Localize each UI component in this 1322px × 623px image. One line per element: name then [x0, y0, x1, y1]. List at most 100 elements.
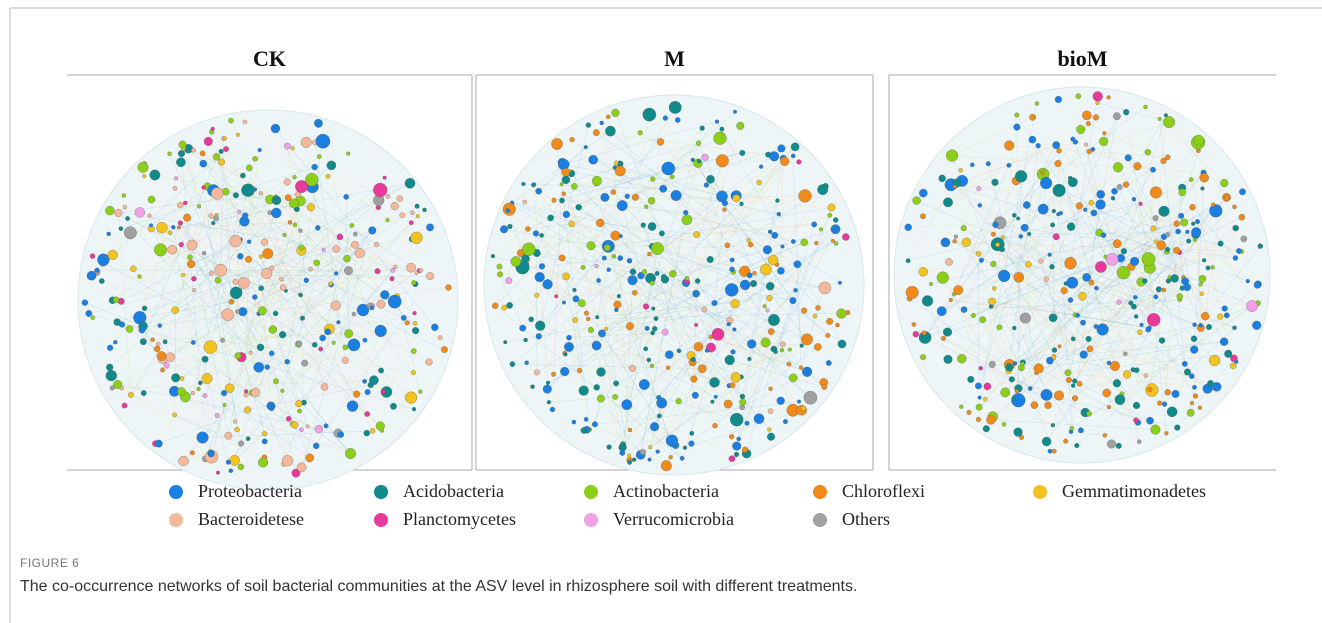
network-node [296, 462, 307, 473]
network-node [531, 182, 536, 188]
network-node [1001, 422, 1007, 427]
network-node [201, 251, 207, 256]
network-edge [651, 365, 716, 398]
network-node [651, 242, 664, 255]
network-node [1109, 361, 1120, 371]
network-node [288, 198, 299, 209]
network-edge [780, 158, 784, 271]
network-node [261, 438, 268, 445]
network-node [833, 217, 839, 223]
network-node [1018, 234, 1024, 239]
network-edge [158, 208, 298, 444]
network-node [796, 159, 802, 165]
network-edge [1091, 282, 1253, 307]
network-node [341, 356, 349, 364]
network-node [1175, 228, 1181, 235]
network-node [592, 129, 600, 136]
network-node [500, 225, 508, 234]
network-node [223, 146, 229, 152]
network-node [1012, 361, 1018, 366]
network-edge [615, 235, 617, 310]
network-edge [979, 103, 1038, 398]
network-node [220, 337, 225, 343]
network-edge [169, 232, 351, 454]
network-edge [547, 328, 607, 390]
network-edge [1187, 327, 1235, 373]
network-edge [1077, 315, 1150, 329]
network-edge [1133, 198, 1258, 286]
network-edge [191, 244, 229, 436]
network-node [559, 182, 564, 187]
network-edge [144, 270, 349, 309]
network-node [1080, 319, 1086, 326]
network-node [1064, 257, 1077, 270]
network-node [694, 278, 701, 284]
network-node [835, 322, 840, 328]
network-node [798, 189, 812, 203]
network-node [583, 145, 588, 150]
network-node [1163, 116, 1175, 128]
network-node [588, 154, 598, 165]
network-node [437, 335, 443, 340]
network-edge [651, 214, 831, 284]
network-node [653, 316, 659, 321]
network-node [156, 351, 167, 361]
network-node [1199, 291, 1204, 296]
network-node [674, 117, 681, 123]
network-edge [629, 349, 791, 431]
network-node [627, 275, 638, 286]
network-node [1082, 110, 1092, 121]
network-node [323, 423, 329, 429]
network-edge [1008, 116, 1118, 371]
network-node [679, 455, 685, 461]
legend-swatch [584, 513, 598, 527]
network-edge [102, 261, 325, 388]
network-edge [1102, 280, 1146, 330]
network-node [547, 214, 554, 222]
network-node [1060, 287, 1068, 295]
network-node [977, 395, 982, 400]
network-edge [1193, 177, 1205, 350]
network-node [760, 263, 772, 276]
network-node [222, 136, 227, 141]
network-node [97, 253, 110, 266]
network-edge [596, 265, 630, 463]
network-node [988, 360, 996, 368]
network-node [336, 233, 344, 241]
network-node [214, 413, 220, 419]
network-edge [1016, 142, 1199, 392]
network-node [1005, 363, 1014, 372]
network-edge [169, 232, 229, 463]
network-edge [947, 259, 1205, 333]
network-edge [1125, 184, 1183, 289]
network-node [1035, 143, 1041, 149]
network-node [613, 380, 619, 387]
network-node [1046, 356, 1054, 365]
network-edge [1132, 326, 1210, 371]
network-node [373, 182, 388, 198]
network-edge [995, 192, 1183, 226]
network-node [415, 214, 420, 219]
network-edge [314, 142, 346, 361]
network-node [551, 138, 563, 150]
network-node [621, 399, 633, 411]
network-node [244, 389, 249, 394]
network-edge [112, 244, 356, 389]
network-node [183, 200, 188, 206]
network-node [105, 205, 115, 216]
network-node [501, 304, 508, 311]
network-node [1189, 373, 1195, 379]
network-node [1000, 235, 1005, 240]
network-node [945, 149, 959, 162]
network-node [162, 339, 168, 345]
network-node [199, 159, 208, 168]
network-node [612, 394, 618, 400]
network-node [535, 333, 542, 340]
network-node [269, 265, 275, 271]
network-node [507, 223, 513, 230]
network-node [1067, 177, 1078, 188]
network-node [825, 333, 831, 338]
network-edge [216, 156, 300, 344]
network-node [766, 282, 775, 291]
network-node [269, 350, 275, 356]
